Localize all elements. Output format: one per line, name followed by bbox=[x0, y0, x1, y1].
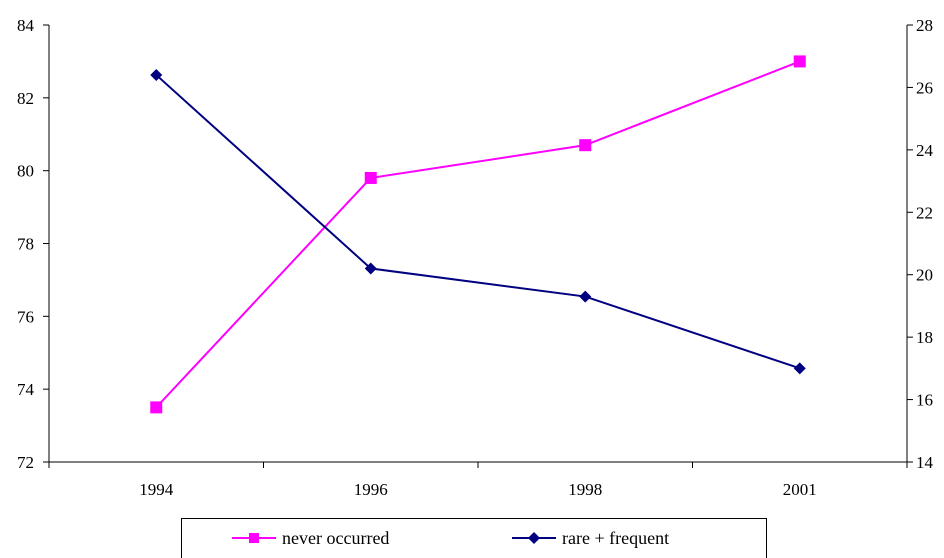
y-right-tick-label: 22 bbox=[916, 203, 933, 222]
y-right-tick-label: 14 bbox=[916, 453, 934, 472]
y-left-tick-label: 80 bbox=[17, 162, 34, 181]
legend-item-never-occurred: never occurred bbox=[230, 527, 389, 549]
legend-label-rare-frequent: rare + frequent bbox=[562, 527, 670, 548]
legend-swatch-never-occurred bbox=[232, 533, 276, 543]
data-point-rare-frequent bbox=[364, 262, 377, 275]
y-left-tick-label: 72 bbox=[17, 453, 34, 472]
data-point-never-occurred bbox=[150, 401, 163, 414]
data-point-never-occurred bbox=[364, 171, 377, 184]
x-tick-label: 2001 bbox=[783, 480, 817, 499]
y-left-tick-label: 82 bbox=[17, 89, 34, 108]
series-line-rare-frequent bbox=[155, 74, 801, 370]
y-right-tick-label: 28 bbox=[916, 16, 933, 35]
y-right-tick-label: 18 bbox=[916, 328, 933, 347]
chart-legend: never occurred rare + frequent bbox=[181, 518, 767, 558]
y-left-tick-label: 84 bbox=[17, 16, 35, 35]
x-tick-label: 1998 bbox=[568, 480, 602, 499]
data-point-rare-frequent bbox=[793, 362, 806, 375]
legend-label-never-occurred: never occurred bbox=[282, 527, 390, 548]
series-line-never-occurred bbox=[155, 60, 801, 409]
y-right-tick-label: 24 bbox=[916, 141, 934, 160]
legend-swatch-rare-frequent bbox=[512, 532, 556, 544]
chart-series-lines bbox=[155, 60, 801, 409]
x-tick-label: 1996 bbox=[354, 480, 388, 499]
x-tick-label: 1994 bbox=[139, 480, 174, 499]
y-left-tick-label: 74 bbox=[17, 380, 35, 399]
legend-item-rare-frequent: rare + frequent bbox=[510, 527, 669, 549]
chart-axes: 72 74 76 78 80 82 84 14 16 18 20 22 24 26 28 1994 1996 19… bbox=[17, 16, 934, 499]
y-right-tick-label: 16 bbox=[916, 391, 933, 410]
chart-series-markers bbox=[150, 55, 806, 414]
data-point-rare-frequent bbox=[150, 68, 163, 81]
y-left-tick-label: 76 bbox=[17, 307, 34, 326]
data-point-never-occurred bbox=[579, 139, 592, 152]
data-point-rare-frequent bbox=[579, 290, 592, 303]
data-point-never-occurred bbox=[793, 55, 806, 68]
y-right-tick-label: 20 bbox=[916, 266, 933, 285]
y-right-tick-label: 26 bbox=[916, 78, 933, 97]
y-left-tick-label: 78 bbox=[17, 235, 34, 254]
